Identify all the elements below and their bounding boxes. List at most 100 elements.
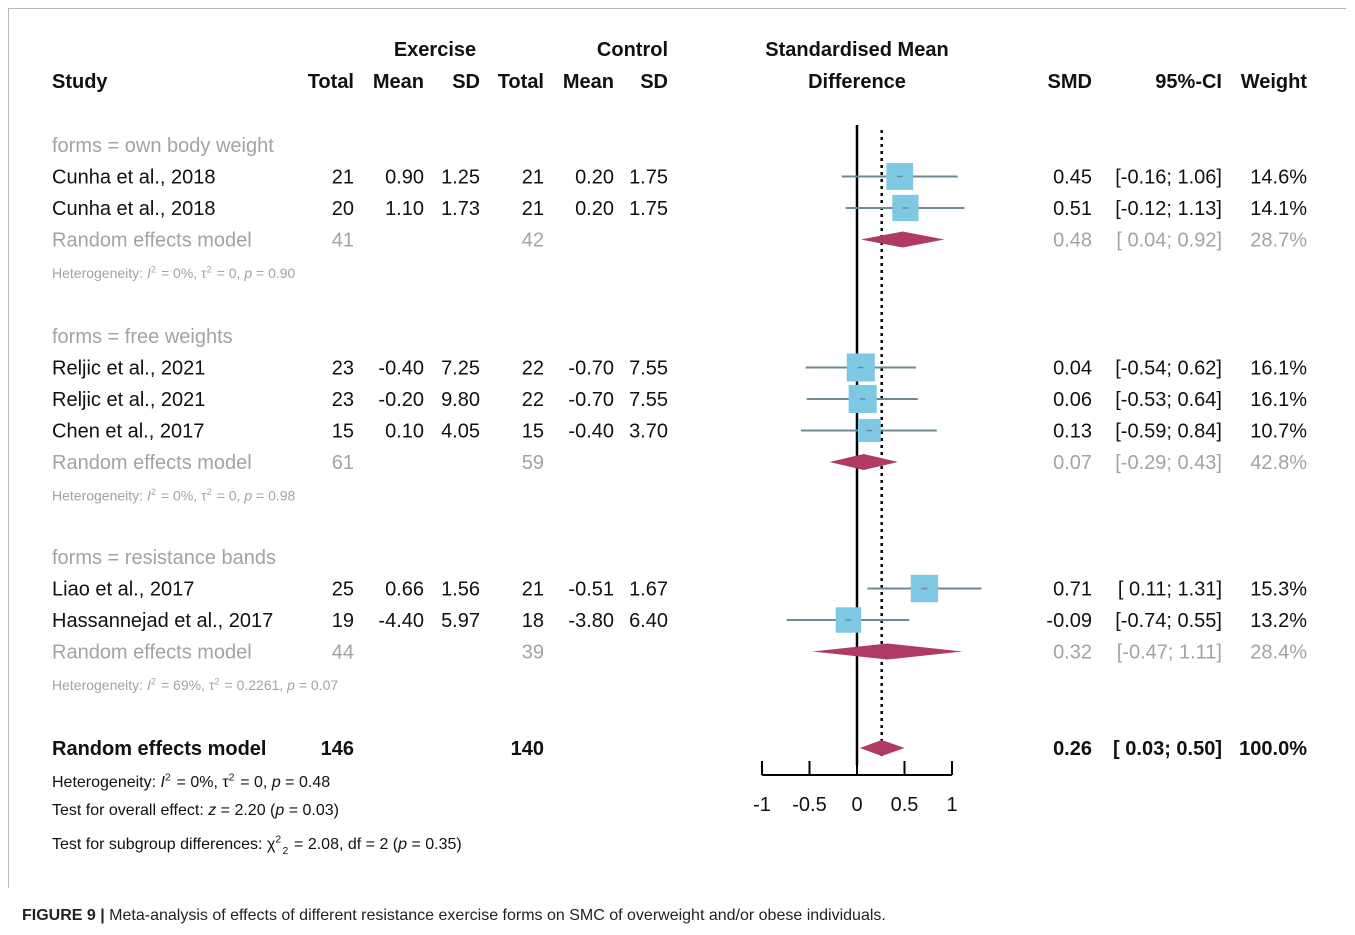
forest-plot: Exercise Control Standardised Mean Study Tot…: [52, 39, 1308, 857]
study-2-1-exercise-mean: -0.40: [378, 358, 424, 380]
footer-line-1: Heterogeneity: I2 = 0%, τ2 = 0, p = 0.48: [52, 773, 330, 791]
header-control-mean: Mean: [563, 71, 614, 93]
x-tick-label-3: 0: [851, 794, 862, 816]
study-2-2-control-total: 22: [522, 389, 544, 411]
pooled-2-smd: 0.07: [1053, 452, 1092, 474]
pooled-3-diamond: [812, 643, 963, 660]
study-1-1-control-total: 21: [522, 167, 544, 189]
study-2-2-control-sd: 7.55: [629, 389, 668, 411]
study-1-2-exercise-total: 20: [332, 198, 354, 220]
subgroup-label-3: forms = resistance bands: [52, 547, 276, 569]
study-2-3-exercise-total: 15: [332, 421, 354, 443]
study-1-1-ci: [-0.16; 1.06]: [1115, 167, 1222, 189]
header-effect-line1: Standardised Mean: [765, 39, 948, 61]
study-1-2-weight: 14.1%: [1250, 198, 1307, 220]
overall-weight: 100.0%: [1239, 738, 1307, 760]
study-2-2-ci: [-0.53; 0.64]: [1115, 389, 1222, 411]
header-control-sd: SD: [640, 71, 668, 93]
header-exercise: Exercise: [394, 39, 476, 61]
x-tick-label-5: 1: [946, 794, 957, 816]
pooled-1-exercise-total: 41: [332, 230, 354, 252]
study-2-3-control-total: 15: [522, 421, 544, 443]
study-2-3-ci: [-0.59; 0.84]: [1115, 421, 1222, 443]
pooled-2-exercise-total: 61: [332, 452, 354, 474]
pooled-3-control-total: 39: [522, 642, 544, 664]
header-ci: 95%-CI: [1155, 71, 1222, 93]
study-3-2-ci: [-0.74; 0.55]: [1115, 610, 1222, 632]
study-1-2-exercise-sd: 1.73: [441, 198, 480, 220]
caption-text: Meta-analysis of effects of different re…: [104, 907, 886, 924]
study-2-2-weight: 16.1%: [1250, 389, 1307, 411]
study-2-1-smd: 0.04: [1053, 358, 1092, 380]
study-1-1-exercise-sd: 1.25: [441, 167, 480, 189]
study-1-1-exercise-mean: 0.90: [385, 167, 424, 189]
study-2-3-name: Chen et al., 2017: [52, 421, 204, 443]
study-2-2-smd: 0.06: [1053, 389, 1092, 411]
header-weight: Weight: [1241, 71, 1308, 93]
study-2-1-exercise-sd: 7.25: [441, 358, 480, 380]
study-3-2-control-mean: -3.80: [568, 610, 614, 632]
study-2-1-control-total: 22: [522, 358, 544, 380]
pooled-3-exercise-total: 44: [332, 642, 354, 664]
study-3-1-smd: 0.71: [1053, 579, 1092, 601]
pooled-2-label: Random effects model: [52, 452, 252, 474]
header-exercise-sd: SD: [452, 71, 480, 93]
study-2-3-weight: 10.7%: [1250, 421, 1307, 443]
study-2-1-weight: 16.1%: [1250, 358, 1307, 380]
header-control-total: Total: [498, 71, 544, 93]
study-1-2-exercise-mean: 1.10: [385, 198, 424, 220]
overall-control-total: 140: [511, 738, 544, 760]
footer-line-2: Test for overall effect: z = 2.20 (p = 0…: [52, 802, 339, 819]
pooled-2-diamond: [829, 454, 898, 470]
study-3-2-exercise-sd: 5.97: [441, 610, 480, 632]
study-2-2-exercise-total: 23: [332, 389, 354, 411]
x-tick-label-1: -1: [753, 794, 771, 816]
header-control: Control: [597, 39, 668, 61]
pooled-1-diamond: [860, 231, 945, 248]
overall-ci: [ 0.03; 0.50]: [1113, 738, 1222, 760]
pooled-2-ci: [-0.29; 0.43]: [1115, 452, 1222, 474]
study-2-3-exercise-sd: 4.05: [441, 421, 480, 443]
study-3-1-name: Liao et al., 2017: [52, 579, 194, 601]
pooled-1-weight: 28.7%: [1250, 230, 1307, 252]
footer-line-3: Test for subgroup differences: χ2 2 = 2.…: [52, 835, 462, 857]
study-1-2-control-mean: 0.20: [575, 198, 614, 220]
study-3-2-exercise-total: 19: [332, 610, 354, 632]
study-2-3-control-sd: 3.70: [629, 421, 668, 443]
pooled-3-ci: [-0.47; 1.11]: [1117, 642, 1222, 664]
subgroup-label-1: forms = own body weight: [52, 135, 274, 157]
study-1-2-smd: 0.51: [1053, 198, 1092, 220]
header-study: Study: [52, 71, 108, 93]
overall-smd: 0.26: [1053, 738, 1092, 760]
x-tick-label-4: 0.5: [891, 794, 919, 816]
overall-label: Random effects model: [52, 738, 266, 760]
study-2-2-exercise-sd: 9.80: [441, 389, 480, 411]
study-3-1-exercise-sd: 1.56: [441, 579, 480, 601]
study-1-1-name: Cunha et al., 2018: [52, 167, 215, 189]
study-3-1-weight: 15.3%: [1250, 579, 1307, 601]
study-1-1-control-mean: 0.20: [575, 167, 614, 189]
study-2-3-exercise-mean: 0.10: [385, 421, 424, 443]
study-3-1-exercise-total: 25: [332, 579, 354, 601]
caption-label: FIGURE 9 |: [22, 907, 105, 924]
pooled-1-label: Random effects model: [52, 230, 252, 252]
study-3-2-control-sd: 6.40: [629, 610, 668, 632]
study-3-1-control-mean: -0.51: [568, 579, 614, 601]
study-3-2-name: Hassannejad et al., 2017: [52, 610, 273, 632]
study-2-1-ci: [-0.54; 0.62]: [1115, 358, 1222, 380]
study-1-1-weight: 14.6%: [1250, 167, 1307, 189]
heterogeneity-2: Heterogeneity: I2 = 0%, τ2 = 0, p = 0.98: [52, 487, 296, 504]
figure-caption: FIGURE 9 | Meta-analysis of effects of d…: [22, 907, 886, 925]
pooled-1-smd: 0.48: [1053, 230, 1092, 252]
study-3-1-ci: [ 0.11; 1.31]: [1118, 579, 1222, 601]
header-effect-line2: Difference: [808, 71, 906, 93]
pooled-2-control-total: 59: [522, 452, 544, 474]
study-1-1-smd: 0.45: [1053, 167, 1092, 189]
study-3-2-smd: -0.09: [1046, 610, 1092, 632]
study-2-3-smd: 0.13: [1053, 421, 1092, 443]
pooled-3-smd: 0.32: [1053, 642, 1092, 664]
study-3-1-control-sd: 1.67: [629, 579, 668, 601]
study-2-2-control-mean: -0.70: [568, 389, 614, 411]
pooled-1-control-total: 42: [522, 230, 544, 252]
pooled-1-ci: [ 0.04; 0.92]: [1116, 230, 1222, 252]
